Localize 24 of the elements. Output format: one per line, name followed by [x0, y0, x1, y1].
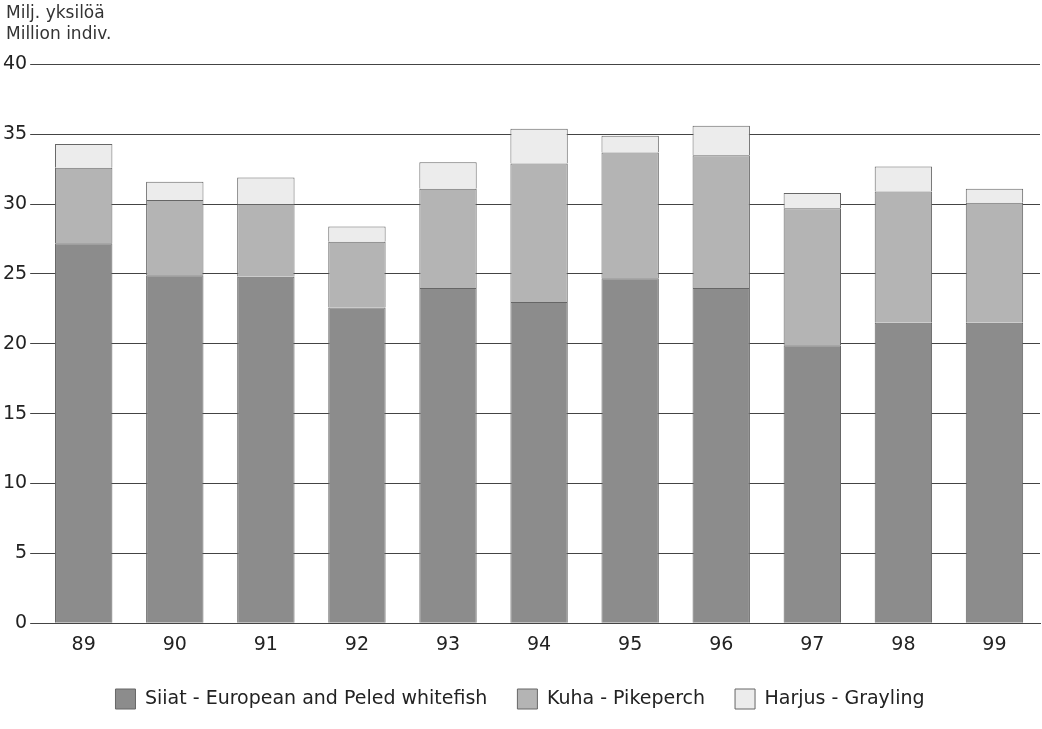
- x-tick-label: 95: [618, 631, 643, 654]
- y-tick-label: 35: [2, 121, 28, 144]
- x-tick-label: 94: [526, 631, 552, 654]
- y-tick-label: 15: [2, 400, 28, 423]
- x-tick-label: 90: [162, 631, 187, 654]
- y-tick-label: 25: [2, 260, 28, 283]
- y-tick-label: 0: [15, 610, 28, 633]
- legend-label: Harjus - Grayling: [764, 685, 925, 708]
- x-tick-label: 99: [982, 631, 1007, 654]
- x-tick-label: 93: [435, 631, 461, 654]
- legend-label: Siiat - European and Peled whitefish: [144, 685, 488, 708]
- y-tick-label: 10: [2, 470, 28, 493]
- x-tick-label: 96: [709, 631, 734, 654]
- x-tick-label: 92: [344, 631, 370, 654]
- y-tick-label: 30: [2, 191, 28, 214]
- x-tick-label: 91: [253, 631, 278, 654]
- x-tick-label: 98: [891, 631, 916, 654]
- y-axis-title: Milj. yksilöä Million indiv.: [6, 2, 112, 44]
- x-tick-label: 97: [800, 631, 825, 654]
- y-tick-label: 20: [2, 330, 28, 353]
- legend-label: Kuha - Pikeperch: [546, 685, 706, 708]
- y-tick-label: 40: [2, 51, 28, 74]
- y-tick-label: 5: [15, 540, 28, 563]
- x-tick-label: 89: [71, 631, 96, 654]
